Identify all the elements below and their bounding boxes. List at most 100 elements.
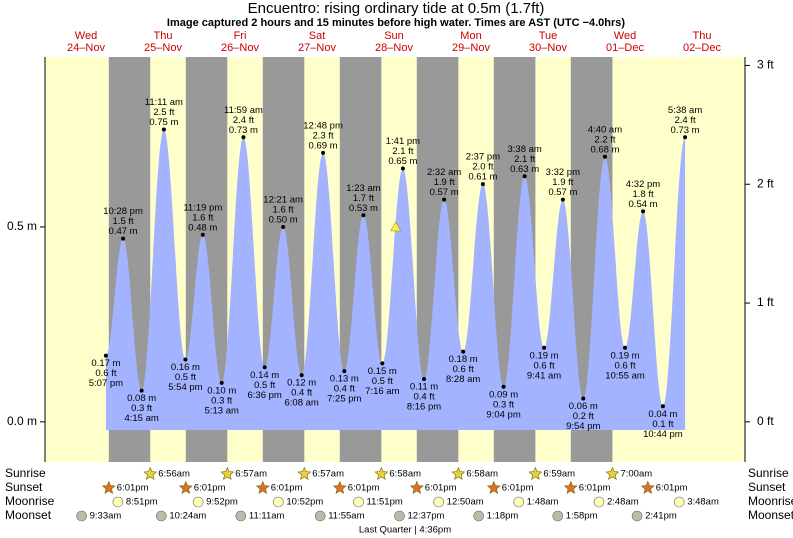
extreme-label: 0.19 m <box>530 350 559 361</box>
extreme-label: 0.68 m <box>590 144 619 155</box>
extreme-point <box>380 361 385 366</box>
extreme-label: 0.6 ft <box>95 368 116 379</box>
day-date: 29–Nov <box>452 42 490 54</box>
day-date: 01–Dec <box>606 42 644 54</box>
tide-area <box>105 129 686 430</box>
extreme-point <box>602 154 607 159</box>
extreme-label: 0.57 m <box>430 187 459 198</box>
day-name: Tue <box>539 30 558 42</box>
moon-icon <box>156 510 167 522</box>
event-time: 2:48am <box>607 497 639 508</box>
extreme-label: 5:54 pm <box>168 382 202 393</box>
extreme-point <box>400 166 405 171</box>
day-name: Thu <box>693 30 712 42</box>
sun-icon <box>332 480 347 494</box>
extreme-point <box>281 224 286 229</box>
sun-icon <box>486 480 501 494</box>
extreme-point <box>200 232 205 237</box>
extreme-point <box>321 150 326 155</box>
extreme-label: 0.1 ft <box>652 419 673 430</box>
sun-icon <box>605 466 620 480</box>
event-time: 6:01pm <box>271 483 303 494</box>
extreme-label: 9:41 am <box>527 370 561 381</box>
moon-icon <box>192 496 204 508</box>
extreme-label: 6:36 pm <box>248 390 282 401</box>
extreme-point <box>480 182 485 187</box>
extreme-label: 8:16 pm <box>407 401 441 412</box>
moon-icon <box>273 496 284 508</box>
day-name: Mon <box>460 30 481 42</box>
extreme-label: 0.12 m <box>287 378 316 389</box>
sun-icon <box>297 466 312 480</box>
extreme-point <box>683 135 688 140</box>
row-label: Sunrise <box>748 466 789 480</box>
event-time: 12:37pm <box>407 511 444 522</box>
moon-icon <box>235 510 247 522</box>
sun-icon <box>451 466 466 480</box>
extreme-label: 2.1 ft <box>514 154 535 165</box>
event-time: 6:01pm <box>348 483 380 494</box>
extreme-label: 3:32 pm <box>546 167 580 178</box>
extreme-point <box>560 197 565 202</box>
extreme-label: 0.04 m <box>648 409 677 420</box>
extreme-point <box>542 345 547 350</box>
extreme-label: 1:41 pm <box>386 136 420 147</box>
event-time: 6:58am <box>466 469 498 480</box>
extreme-label: 12:21 am <box>263 194 303 205</box>
extreme-label: 0.75 m <box>149 117 178 128</box>
event-time: 6:01pm <box>194 483 226 494</box>
extreme-label: 0.65 m <box>388 156 417 167</box>
extreme-label: 0.53 m <box>349 203 378 214</box>
extreme-label: 0.69 m <box>309 140 338 151</box>
event-time: 9:33am <box>90 511 122 522</box>
extreme-label: 10:44 pm <box>643 429 683 440</box>
row-label: Sunset <box>748 480 786 494</box>
event-time: 6:59am <box>543 469 575 480</box>
extreme-label: 0.14 m <box>250 370 279 381</box>
extreme-label: 0.61 m <box>468 172 497 183</box>
event-time: 11:51pm <box>367 497 403 508</box>
event-time: 11:55am <box>328 511 364 522</box>
extreme-point <box>361 213 366 218</box>
moon-icon <box>513 496 525 508</box>
extreme-point <box>641 209 646 214</box>
extreme-label: 2.5 ft <box>153 107 174 118</box>
row-label: Moonset <box>5 508 52 522</box>
extreme-label: 0.4 ft <box>291 388 312 399</box>
extreme-label: 0.2 ft <box>573 411 594 422</box>
event-time: 11:11am <box>249 511 285 522</box>
event-time: 6:01pm <box>656 483 688 494</box>
extreme-label: 0.4 ft <box>413 391 434 402</box>
extreme-label: 0.09 m <box>489 389 518 400</box>
extreme-label: 2:32 am <box>427 167 461 178</box>
moon-icon <box>433 496 444 508</box>
extreme-label: 5:13 am <box>205 405 239 416</box>
row-label: Moonrise <box>5 494 55 508</box>
extreme-label: 2.3 ft <box>313 130 334 141</box>
y2-tick-label: 1 ft <box>757 295 774 309</box>
day-date: 26–Nov <box>221 42 259 54</box>
extreme-label: 2:37 pm <box>466 152 500 163</box>
extreme-label: 2.1 ft <box>392 146 413 157</box>
extreme-label: 0.73 m <box>229 125 258 136</box>
sun-icon <box>563 480 578 494</box>
sun-icon <box>101 480 116 494</box>
extreme-point <box>442 197 447 202</box>
event-time: 1:18pm <box>487 511 519 522</box>
extreme-label: 4:40 am <box>588 124 622 135</box>
extreme-label: 0.3 ft <box>211 395 232 406</box>
event-time: 1:58pm <box>566 511 598 522</box>
event-time: 10:24am <box>169 511 206 522</box>
extreme-label: 0.10 m <box>207 385 236 396</box>
extreme-point <box>161 127 166 132</box>
moon-icon <box>552 510 564 522</box>
extreme-label: 0.5 ft <box>175 372 196 383</box>
moon-icon <box>673 496 685 508</box>
row-label: Moonrise <box>748 494 793 508</box>
extreme-label: 1.8 ft <box>632 189 653 200</box>
moon-icon <box>593 496 605 508</box>
extreme-point <box>262 365 267 370</box>
moon-icon <box>394 510 405 522</box>
extreme-point <box>660 404 665 409</box>
extreme-label: 0.3 ft <box>131 403 152 414</box>
